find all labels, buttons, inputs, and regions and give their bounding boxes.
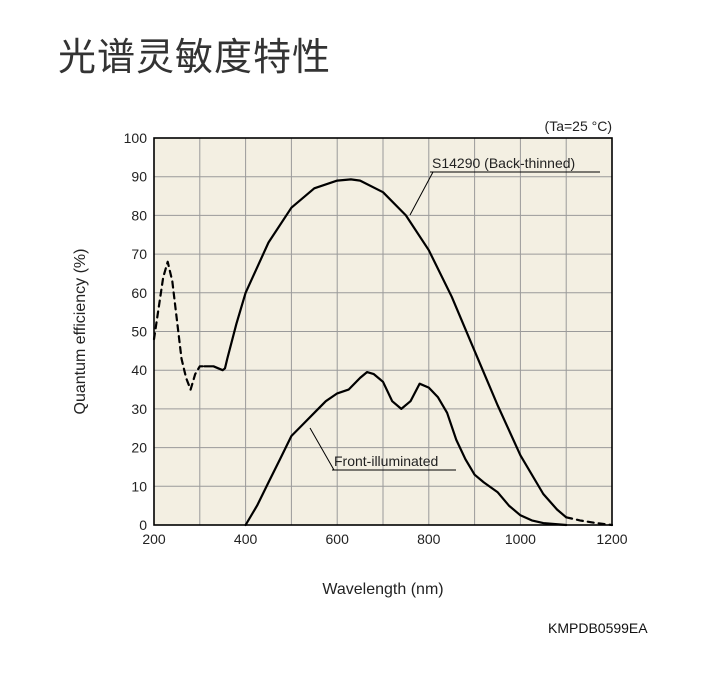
plot-frame bbox=[153, 137, 613, 526]
x-axis-label: Wavelength (nm) bbox=[322, 581, 443, 598]
leader-line-back-thinned bbox=[409, 171, 434, 216]
x-tick-label: 600 bbox=[326, 531, 350, 547]
series-line-front-illuminated bbox=[244, 371, 568, 527]
y-tick-label: 90 bbox=[131, 169, 147, 185]
series-line-back-thinned bbox=[152, 260, 192, 391]
y-tick-label: 30 bbox=[131, 401, 147, 417]
series-line-back-thinned bbox=[203, 178, 568, 519]
y-axis-label: Quantum efficiency (%) bbox=[72, 249, 89, 415]
series-label-back-thinned: S14290 (Back-thinned) bbox=[432, 155, 575, 171]
x-tick-label: 800 bbox=[417, 531, 441, 547]
x-tick-label: 200 bbox=[142, 531, 166, 547]
x-tick-label: 1000 bbox=[505, 531, 536, 547]
tick-labels: 200 400 600 800 1000 1200 0 10 20 30 40 50 60 70 80 90 1… bbox=[124, 130, 628, 547]
y-tick-label: 0 bbox=[139, 517, 147, 533]
condition-label: (Ta=25 °C) bbox=[545, 118, 612, 134]
x-tick-label: 1200 bbox=[596, 531, 627, 547]
page-title: 光谱灵敏度特性 bbox=[58, 35, 332, 79]
y-tick-label: 40 bbox=[131, 362, 147, 378]
y-tick-label: 60 bbox=[131, 285, 147, 301]
leader-line-front-illuminated bbox=[309, 427, 335, 471]
series-line-back-thinned bbox=[189, 365, 206, 391]
y-tick-label: 10 bbox=[131, 478, 147, 494]
grid bbox=[154, 138, 612, 525]
y-tick-label: 80 bbox=[131, 207, 147, 223]
series-line-back-thinned bbox=[565, 516, 614, 527]
curves bbox=[152, 178, 614, 527]
y-tick-label: 50 bbox=[131, 324, 147, 340]
y-tick-label: 70 bbox=[131, 246, 147, 262]
y-tick-label: 20 bbox=[131, 440, 147, 456]
y-tick-label: 100 bbox=[124, 130, 148, 146]
series-label-front-illuminated: Front-illuminated bbox=[334, 453, 438, 469]
figure-code: KMPDB0599EA bbox=[548, 620, 648, 636]
x-tick-label: 400 bbox=[234, 531, 258, 547]
